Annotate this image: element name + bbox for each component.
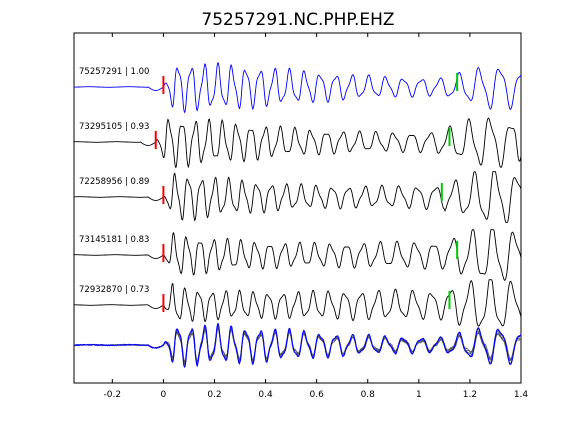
x-tick-label: 0.4: [258, 390, 273, 400]
stack-trace-75257291: [74, 323, 522, 368]
trace-label: 72932870 | 0.73: [79, 285, 149, 295]
x-tick-label: 1.4: [514, 390, 529, 400]
trace-75257291: [74, 62, 522, 114]
trace-group: [73, 62, 522, 368]
trace-72258956: [74, 171, 522, 223]
x-tick-label: -0.2: [104, 390, 122, 400]
trace-labels: 75257291 | 1.00 73295105 | 0.93 72258956 |…: [79, 67, 149, 295]
trace-73145181: [74, 229, 522, 281]
plot-frame: [73, 32, 522, 384]
chart-title: 75257291.NC.PHP.EHZ: [201, 10, 394, 30]
trace-72932870: [74, 279, 522, 327]
trace-label: 73145181 | 0.83: [79, 235, 149, 245]
x-tick-label: 0.8: [361, 390, 376, 400]
x-tick-label: 0.2: [207, 390, 221, 400]
trace-label: 73295105 | 0.93: [79, 122, 149, 132]
trace-label: 75257291 | 1.00: [79, 67, 149, 77]
trace-label: 72258956 | 0.89: [79, 177, 149, 187]
x-tick-label: 0: [161, 390, 167, 400]
x-tick-label: 1.2: [463, 390, 477, 400]
x-tick-label: 1: [416, 390, 422, 400]
trace-73295105: [74, 117, 522, 169]
x-axis: -0.2 0 0.2 0.4 0.6 0.8 1 1.2 1.4: [104, 33, 529, 400]
x-tick-label: 0.6: [309, 390, 324, 400]
